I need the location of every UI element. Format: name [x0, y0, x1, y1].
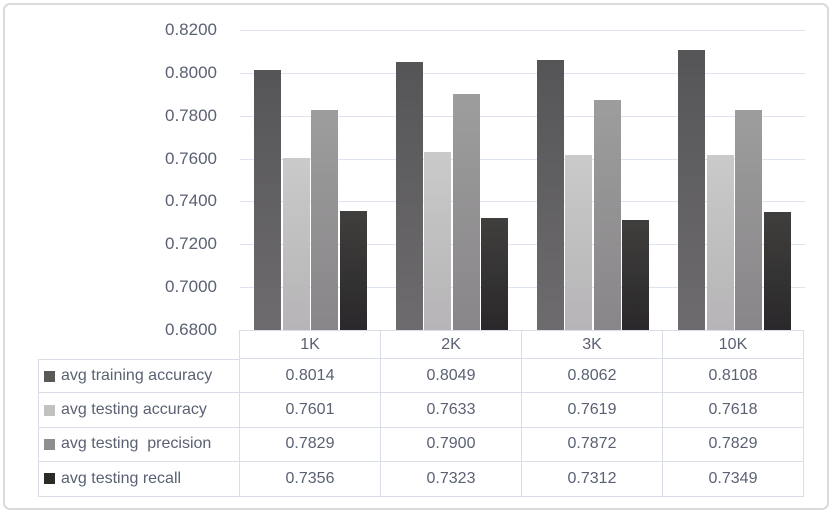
bar-1K — [282, 158, 310, 330]
category-header-cell: 10K — [718, 335, 748, 353]
series-row: avg testing accuracy 0.7601 0.7633 0.7619 0.… — [38, 393, 804, 428]
data-table-body: avg training accuracy 0.8014 0.8049 0.8062 0… — [38, 359, 804, 497]
bar-10K — [735, 109, 763, 330]
y-axis-tick-label: 0.8000 — [165, 62, 217, 82]
gridline — [240, 115, 805, 117]
series-label-cell: avg testing accuracy — [38, 393, 239, 428]
bar-2K — [395, 62, 423, 330]
value-cell: 0.7349 — [663, 462, 804, 497]
series-label-cell: avg testing recall — [38, 462, 239, 497]
category-header-cell: 3K — [522, 331, 663, 358]
gridline — [240, 158, 805, 160]
value-cell: 0.7356 — [239, 462, 381, 497]
series-name-label: avg testing accuracy — [61, 401, 207, 419]
category-header-row: 1K 2K 3K 10K — [239, 330, 804, 359]
value-cell: 0.7312 — [522, 462, 663, 497]
bar-10K — [678, 49, 706, 330]
gridline — [240, 244, 805, 246]
bar-10K — [763, 212, 791, 330]
y-axis-tick-label: 0.7200 — [165, 234, 217, 254]
value-cell: 0.8014 — [239, 359, 381, 394]
y-axis-tick-label: 0.7400 — [165, 191, 217, 211]
value-cell: 0.8108 — [663, 359, 804, 394]
gridline — [240, 72, 805, 74]
legend-key-icon — [44, 404, 55, 416]
legend-key-icon — [44, 473, 55, 485]
bar-2K — [452, 94, 480, 330]
y-axis-tick-label: 0.6800 — [165, 320, 217, 339]
bar-3K — [565, 154, 593, 330]
bar-3K — [593, 100, 621, 330]
series-name-label: avg testing recall — [61, 469, 182, 487]
value-cell: 0.7829 — [663, 427, 804, 463]
series-row: avg testing recall 0.7356 0.7323 0.7312 0.73… — [38, 462, 804, 497]
chart-data-table: 1K 2K 3K 10K avg training accuracy 0.8014 0.8… — [38, 330, 804, 497]
series-label-cell: avg training accuracy — [38, 359, 239, 394]
bar-1K — [311, 109, 339, 330]
value-cell: 0.7829 — [239, 427, 381, 463]
legend-key-icon — [44, 370, 55, 382]
bar-10K — [706, 154, 734, 330]
bar-1K — [339, 210, 367, 330]
gridline — [240, 30, 805, 31]
y-axis-tick-label: 0.7000 — [165, 277, 217, 297]
value-cell: 0.8062 — [522, 359, 663, 394]
series-row: avg testing precision 0.7829 0.7900 0.7872 0… — [38, 427, 804, 463]
y-axis-tick-label: 0.7800 — [165, 105, 217, 125]
series-label-cell: avg testing precision — [38, 427, 239, 463]
plot-area — [240, 30, 805, 330]
y-axis-tick-label: 0.7600 — [165, 148, 217, 168]
bar-3K — [622, 220, 650, 330]
value-cell: 0.8049 — [381, 359, 522, 394]
bar-1K — [254, 69, 282, 330]
category-header-cell: 1K — [240, 331, 381, 358]
gridline — [240, 201, 805, 203]
value-cell: 0.7633 — [381, 393, 522, 428]
legend-key-icon — [44, 438, 55, 450]
value-cell: 0.7323 — [381, 462, 522, 497]
series-row: avg training accuracy 0.8014 0.8049 0.8062 0… — [38, 359, 804, 394]
value-cell: 0.7872 — [522, 427, 663, 463]
series-name-label: avg training accuracy — [61, 367, 213, 385]
bar-2K — [424, 151, 452, 330]
bar-2K — [481, 217, 509, 330]
y-axis-tick-label: 0.8200 — [165, 20, 217, 39]
value-cell: 0.7619 — [522, 393, 663, 428]
value-cell: 0.7618 — [663, 393, 804, 428]
value-cell: 0.7900 — [381, 427, 522, 463]
category-header-cell: 2K — [381, 331, 522, 358]
chart-frame: 0.8200 0.8000 0.7800 0.7600 0.7400 0.7200 0.70… — [3, 3, 829, 510]
series-name-label: avg testing precision — [61, 435, 212, 453]
value-cell: 0.7601 — [239, 393, 381, 428]
gridline — [240, 287, 805, 289]
bar-3K — [536, 59, 564, 330]
